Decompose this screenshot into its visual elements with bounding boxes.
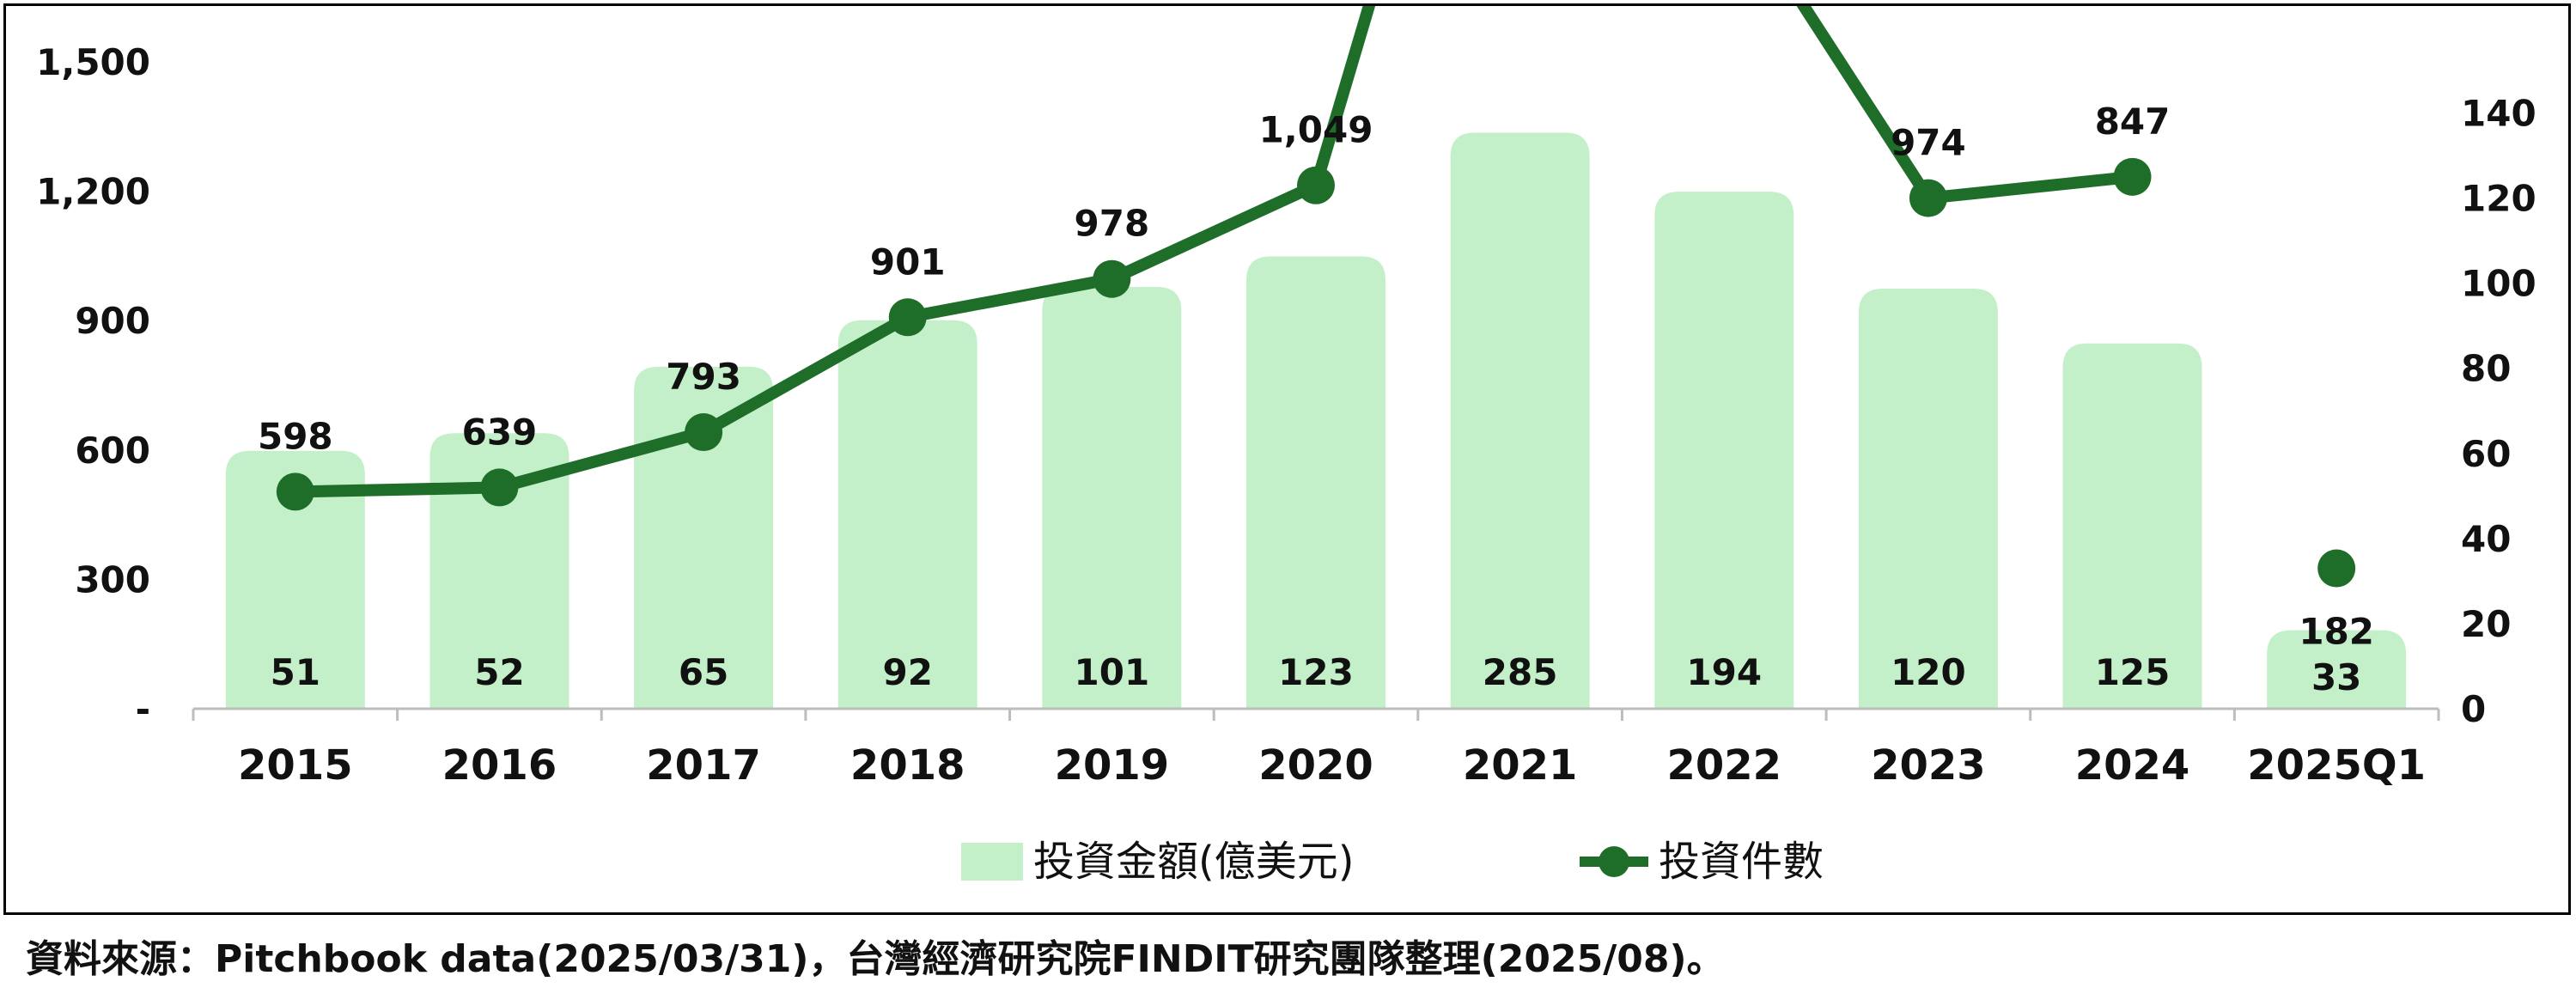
bar-2022 xyxy=(1654,192,1794,710)
x-tick-label-2016: 2016 xyxy=(442,741,557,790)
legend-line-label: 投資件數 xyxy=(1659,838,1824,886)
bar-2018 xyxy=(837,320,977,709)
bar-value-label-2020: 1,049 xyxy=(1259,109,1373,151)
bar-2016 xyxy=(429,433,569,709)
x-tick-label-2017: 2017 xyxy=(646,741,761,790)
x-tick-label-2021: 2021 xyxy=(1463,741,1578,790)
legend-bar-swatch xyxy=(961,843,1023,881)
line-point-2020 xyxy=(1297,166,1335,204)
right-tick-label: 0 xyxy=(2461,688,2486,730)
line-point-2025Q1 xyxy=(2317,549,2356,588)
bar-value-label-2024: 847 xyxy=(2095,101,2171,143)
right-tick-label: 140 xyxy=(2461,93,2536,135)
line-series-path xyxy=(295,6,2134,498)
chart: 2015 2016 2017 2018 2019 2020 2021 2022 2023 2024… xyxy=(36,6,2536,886)
bar-2019 xyxy=(1042,287,1182,709)
left-tick-label: 1,200 xyxy=(36,171,150,213)
line-point-2015 xyxy=(276,473,314,511)
bar-value-label-2018: 901 xyxy=(870,241,946,283)
bar-value-label-2016: 639 xyxy=(462,411,538,453)
count-value-label-2019: 101 xyxy=(1075,651,1150,693)
x-tick-label-2019: 2019 xyxy=(1055,741,1170,790)
left-tick-label: 300 xyxy=(75,558,150,601)
count-value-label-2018: 92 xyxy=(883,651,933,693)
bar-value-label-2025Q1: 182 xyxy=(2299,611,2374,653)
line-point-2019 xyxy=(1093,259,1131,298)
count-value-label-2025Q1: 33 xyxy=(2311,656,2361,698)
left-tick-label: 1,500 xyxy=(36,41,150,83)
x-tick-label-2018: 2018 xyxy=(850,741,965,790)
bar-2015 xyxy=(225,450,365,709)
line-point-2023 xyxy=(1909,179,1947,217)
left-tick-label: 600 xyxy=(75,430,150,472)
count-value-label-2024: 125 xyxy=(2095,651,2171,693)
x-tick-label-2025Q1: 2025Q1 xyxy=(2247,741,2426,790)
chart-frame: 2015 2016 2017 2018 2019 2020 2021 2022 2023 2024… xyxy=(3,3,2571,915)
x-tick-label-2024: 2024 xyxy=(2075,741,2190,790)
bar-2020 xyxy=(1246,256,1385,710)
right-tick-label: 100 xyxy=(2461,263,2536,305)
right-tick-label: 120 xyxy=(2461,178,2536,220)
x-tick-label-2015: 2015 xyxy=(238,741,353,790)
x-tick-label-2022: 2022 xyxy=(1666,741,1781,790)
bar-2025Q1 xyxy=(2267,630,2407,709)
line-layer xyxy=(276,6,2356,588)
count-value-label-2022: 194 xyxy=(1686,651,1762,693)
labels-layer: 5986397939019781,0491,3361,1999748471825… xyxy=(258,101,2374,698)
left-tick-label: 900 xyxy=(75,300,150,342)
count-value-label-2023: 120 xyxy=(1891,651,1966,693)
count-value-label-2021: 285 xyxy=(1483,651,1558,693)
axes-layer: 2015 2016 2017 2018 2019 2020 2021 2022 2023 2024… xyxy=(36,41,2536,790)
right-tick-label: 60 xyxy=(2461,433,2511,475)
left-tick-label: - xyxy=(136,688,150,730)
legend: 投資金額(億美元) 投資件數 xyxy=(961,838,1824,886)
legend-bar-label: 投資金額(億美元) xyxy=(1033,838,1354,886)
line-point-2017 xyxy=(685,413,723,452)
bar-value-label-2019: 978 xyxy=(1075,203,1150,245)
count-value-label-2020: 123 xyxy=(1278,651,1354,693)
source-note: 資料來源：Pitchbook data(2025/03/31)，台灣經濟研究院F… xyxy=(26,937,1725,981)
bars-layer xyxy=(225,132,2407,710)
count-value-label-2016: 52 xyxy=(474,651,524,693)
bar-2024 xyxy=(2062,343,2202,709)
legend-line-marker xyxy=(1599,846,1629,877)
line-point-2018 xyxy=(888,298,927,337)
line-point-2024 xyxy=(2113,157,2152,196)
right-tick-label: 20 xyxy=(2461,603,2511,645)
line-point-2016 xyxy=(480,468,519,507)
x-tick-label-2023: 2023 xyxy=(1871,741,1986,790)
bar-2021 xyxy=(1450,132,1590,709)
bar-value-label-2023: 974 xyxy=(1891,122,1966,164)
bar-2017 xyxy=(634,366,774,709)
count-value-label-2015: 51 xyxy=(271,651,320,693)
right-tick-label: 80 xyxy=(2461,348,2511,390)
right-tick-label: 40 xyxy=(2461,518,2511,560)
bar-value-label-2015: 598 xyxy=(258,415,333,457)
bar-2023 xyxy=(1858,289,1998,709)
x-tick-label-2020: 2020 xyxy=(1258,741,1373,790)
count-value-label-2017: 65 xyxy=(679,651,728,693)
bar-value-label-2017: 793 xyxy=(666,356,741,398)
